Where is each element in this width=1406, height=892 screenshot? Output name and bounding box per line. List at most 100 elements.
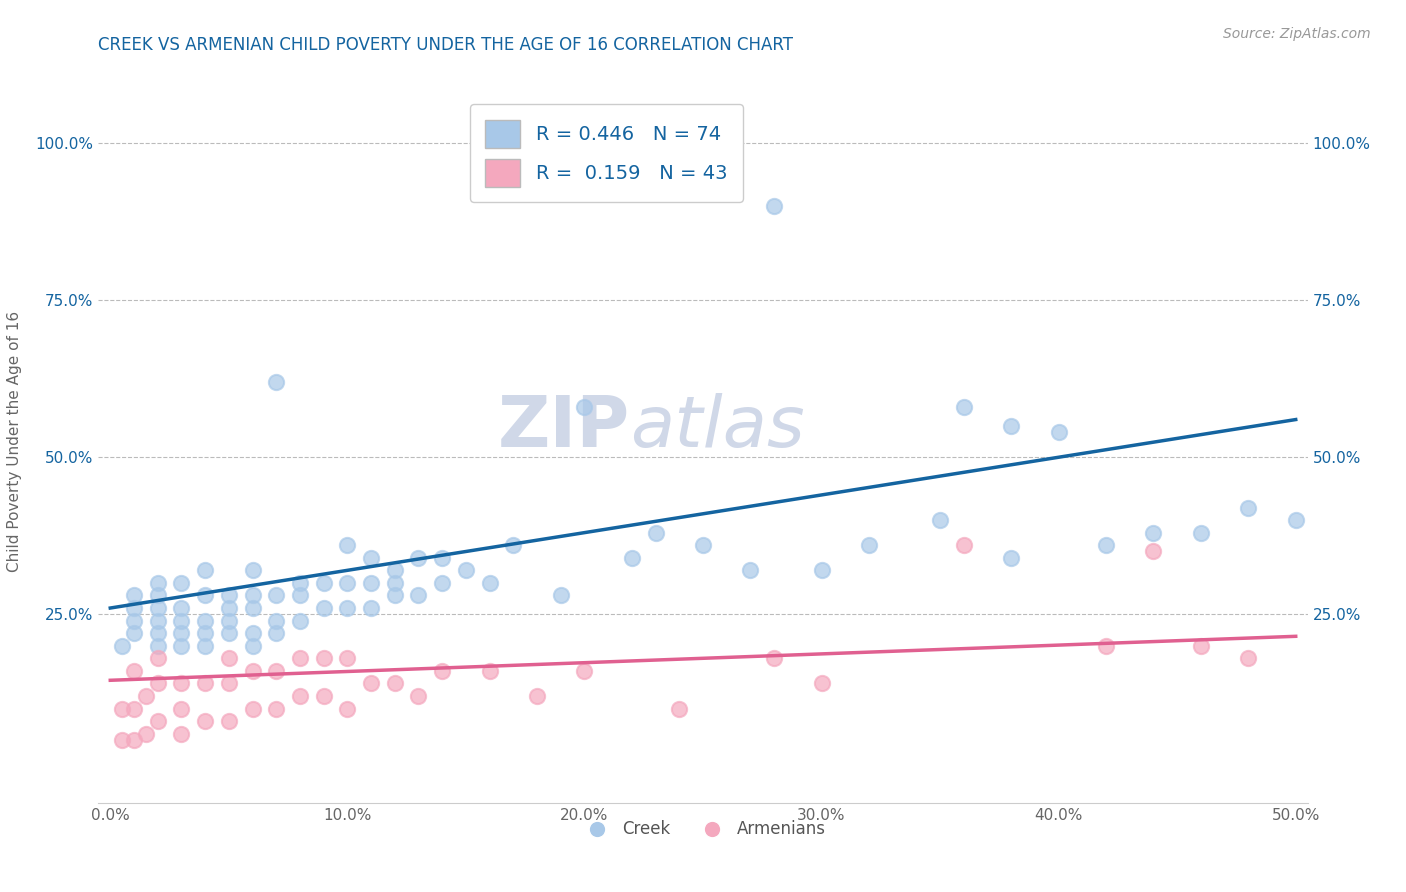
Point <box>146 614 169 628</box>
Point <box>1095 639 1118 653</box>
Point <box>218 614 240 628</box>
Point <box>360 550 382 565</box>
Point <box>146 626 169 640</box>
Point <box>1047 425 1070 439</box>
Point <box>312 689 335 703</box>
Point <box>218 626 240 640</box>
Point <box>122 626 145 640</box>
Point <box>170 701 193 715</box>
Point <box>526 689 548 703</box>
Text: atlas: atlas <box>630 392 806 461</box>
Point <box>146 676 169 690</box>
Point <box>454 563 477 577</box>
Point <box>1189 525 1212 540</box>
Point <box>111 701 134 715</box>
Point <box>264 664 287 678</box>
Point <box>111 639 134 653</box>
Point <box>242 664 264 678</box>
Text: ZIP: ZIP <box>498 392 630 461</box>
Point <box>1237 651 1260 665</box>
Point <box>336 651 359 665</box>
Point <box>194 614 217 628</box>
Point <box>740 563 762 577</box>
Point <box>264 626 287 640</box>
Legend: Creek, Armenians: Creek, Armenians <box>574 814 832 845</box>
Point <box>242 589 264 603</box>
Point <box>288 575 311 590</box>
Point <box>122 589 145 603</box>
Point <box>242 601 264 615</box>
Point <box>952 538 974 552</box>
Point <box>384 676 406 690</box>
Point <box>336 601 359 615</box>
Point <box>242 701 264 715</box>
Point <box>218 676 240 690</box>
Text: CREEK VS ARMENIAN CHILD POVERTY UNDER THE AGE OF 16 CORRELATION CHART: CREEK VS ARMENIAN CHILD POVERTY UNDER TH… <box>98 36 793 54</box>
Point <box>574 664 596 678</box>
Point <box>810 676 832 690</box>
Point <box>146 714 169 728</box>
Point <box>288 589 311 603</box>
Point <box>122 733 145 747</box>
Point <box>146 601 169 615</box>
Point <box>858 538 880 552</box>
Point <box>122 614 145 628</box>
Point <box>336 575 359 590</box>
Point <box>408 550 430 565</box>
Point <box>432 575 454 590</box>
Point <box>668 701 690 715</box>
Y-axis label: Child Poverty Under the Age of 16: Child Poverty Under the Age of 16 <box>7 311 21 572</box>
Point <box>170 626 193 640</box>
Point <box>763 651 786 665</box>
Point <box>242 626 264 640</box>
Point <box>264 614 287 628</box>
Point <box>170 614 193 628</box>
Point <box>408 689 430 703</box>
Point <box>384 589 406 603</box>
Point <box>1095 538 1118 552</box>
Point <box>170 575 193 590</box>
Point <box>288 651 311 665</box>
Point <box>432 664 454 678</box>
Point <box>194 714 217 728</box>
Point <box>763 199 786 213</box>
Point <box>242 563 264 577</box>
Point <box>194 626 217 640</box>
Point <box>408 589 430 603</box>
Point <box>312 601 335 615</box>
Point <box>170 727 193 741</box>
Point <box>644 525 666 540</box>
Point <box>122 664 145 678</box>
Point <box>312 651 335 665</box>
Point <box>122 601 145 615</box>
Point <box>360 601 382 615</box>
Point <box>502 538 524 552</box>
Point <box>218 589 240 603</box>
Point <box>336 538 359 552</box>
Point <box>218 651 240 665</box>
Point <box>574 400 596 414</box>
Point <box>122 701 145 715</box>
Point <box>1142 544 1164 558</box>
Point <box>312 575 335 590</box>
Point <box>360 676 382 690</box>
Point <box>218 714 240 728</box>
Point <box>929 513 952 527</box>
Point <box>1285 513 1308 527</box>
Point <box>194 589 217 603</box>
Point <box>194 639 217 653</box>
Point <box>170 601 193 615</box>
Point <box>1000 550 1022 565</box>
Point <box>336 701 359 715</box>
Point <box>478 575 501 590</box>
Point <box>264 375 287 389</box>
Point <box>384 563 406 577</box>
Point <box>146 589 169 603</box>
Point <box>264 701 287 715</box>
Point <box>1142 525 1164 540</box>
Point <box>146 639 169 653</box>
Point <box>194 676 217 690</box>
Point <box>1189 639 1212 653</box>
Point <box>360 575 382 590</box>
Point <box>111 733 134 747</box>
